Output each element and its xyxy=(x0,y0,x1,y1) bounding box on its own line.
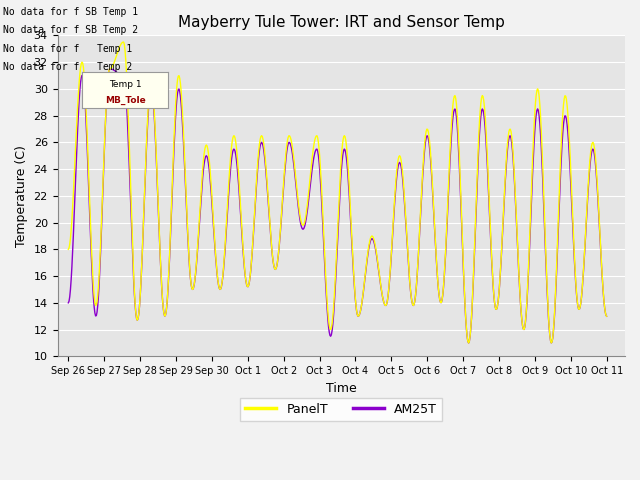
Text: No data for f SB Temp 2: No data for f SB Temp 2 xyxy=(3,25,138,36)
Text: Temp 1: Temp 1 xyxy=(109,80,141,89)
Text: No data for f   Temp 1: No data for f Temp 1 xyxy=(3,44,132,54)
Text: MB_Tole: MB_Tole xyxy=(105,96,145,106)
X-axis label: Time: Time xyxy=(326,382,356,395)
Text: No data for f   Temp 2: No data for f Temp 2 xyxy=(3,62,132,72)
Title: Mayberry Tule Tower: IRT and Sensor Temp: Mayberry Tule Tower: IRT and Sensor Temp xyxy=(178,15,504,30)
Legend: PanelT, AM25T: PanelT, AM25T xyxy=(240,398,442,420)
Y-axis label: Temperature (C): Temperature (C) xyxy=(15,145,28,247)
Text: No data for f SB Temp 1: No data for f SB Temp 1 xyxy=(3,7,138,17)
